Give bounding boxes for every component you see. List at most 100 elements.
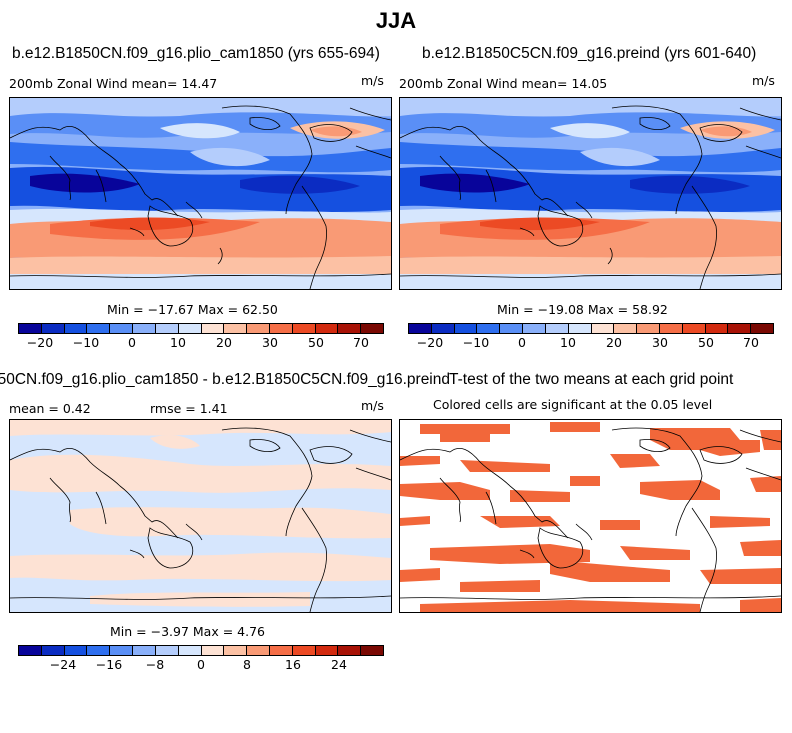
cbar2-tick: −10	[462, 335, 490, 350]
panel1-colorbar-ticks: −20 −10 0 10 20 30 50 70	[18, 335, 384, 351]
colorbar-swatch	[637, 324, 660, 333]
colorbar-swatch	[477, 324, 501, 333]
panel3-map	[9, 419, 392, 613]
panel2-map-field	[400, 98, 781, 289]
panel3-units: m/s	[361, 398, 384, 413]
colorbar-swatch	[19, 646, 42, 655]
colorbar-swatch	[292, 646, 316, 655]
colorbar-swatch	[110, 324, 134, 333]
panel3-stats: Min = −3.97 Max = 4.76	[110, 624, 265, 639]
panel3-map-field	[10, 420, 391, 612]
cbar1-tick: −20	[26, 335, 54, 350]
colorbar-swatch	[591, 324, 615, 333]
colorbar-swatch	[178, 324, 202, 333]
colorbar-swatch	[155, 324, 179, 333]
colorbar-swatch	[292, 324, 316, 333]
colorbar-swatch	[269, 646, 293, 655]
colorbar-swatch	[178, 646, 202, 655]
cbar3-tick: 24	[331, 657, 347, 672]
panel2-stats: Min = −19.08 Max = 58.92	[497, 302, 668, 317]
colorbar-swatch	[64, 646, 88, 655]
cbar1-tick: 30	[262, 335, 278, 350]
cbar3-tick: 8	[243, 657, 251, 672]
colorbar-swatch	[338, 646, 362, 655]
colorbar-swatch	[409, 324, 432, 333]
panel3-mean: mean = 0.42	[9, 401, 91, 416]
panel1-colorbar	[18, 323, 384, 334]
panel3-title: b.e12.B1850CN.f09_g16.plio_cam1850 - b.e…	[0, 371, 450, 388]
cbar3-tick: 16	[285, 657, 301, 672]
colorbar-swatch	[269, 324, 293, 333]
panel3-rmse: rmse = 1.41	[150, 401, 228, 416]
cbar1-tick: 0	[128, 335, 136, 350]
cbar1-tick: 10	[170, 335, 186, 350]
panel4-subtitle: Colored cells are significant at the 0.0…	[433, 397, 713, 412]
figure-title: JJA	[375, 8, 417, 33]
panel3-colorbar	[18, 645, 384, 656]
panel1-title: b.e12.B1850CN.f09_g16.plio_cam1850 (yrs …	[12, 45, 380, 62]
colorbar-swatch	[614, 324, 638, 333]
colorbar-swatch	[87, 646, 111, 655]
colorbar-swatch	[315, 646, 339, 655]
panel4-map	[399, 419, 782, 613]
panel1-map-field	[10, 98, 391, 289]
colorbar-swatch	[315, 324, 339, 333]
colorbar-swatch	[545, 324, 569, 333]
cbar3-tick: 0	[197, 657, 205, 672]
panel2-subtitle: 200mb Zonal Wind mean= 14.05	[399, 76, 608, 91]
colorbar-swatch	[224, 324, 248, 333]
cbar2-tick: 70	[743, 335, 759, 350]
panel2-map	[399, 97, 782, 290]
cbar2-tick: 20	[606, 335, 622, 350]
cbar1-tick: −10	[72, 335, 100, 350]
colorbar-swatch	[705, 324, 729, 333]
colorbar-swatch	[41, 324, 65, 333]
colorbar-swatch	[361, 646, 383, 655]
cbar2-tick: 0	[518, 335, 526, 350]
colorbar-swatch	[568, 324, 592, 333]
colorbar-swatch	[728, 324, 752, 333]
panel1-units: m/s	[361, 73, 384, 88]
panel1-subtitle: 200mb Zonal Wind mean= 14.47	[9, 76, 218, 91]
colorbar-swatch	[247, 646, 270, 655]
colorbar-swatch	[201, 646, 225, 655]
colorbar-swatch	[659, 324, 683, 333]
panel1-map	[9, 97, 392, 290]
colorbar-swatch	[338, 324, 362, 333]
panel2-colorbar	[408, 323, 774, 334]
colorbar-swatch	[224, 646, 248, 655]
colorbar-swatch	[431, 324, 455, 333]
panel3-colorbar-ticks: −24 −16 −8 0 8 16 24	[18, 657, 384, 673]
panel2-units: m/s	[752, 73, 775, 88]
colorbar-swatch	[361, 324, 383, 333]
colorbar-swatch	[87, 324, 111, 333]
colorbar-swatch	[110, 646, 134, 655]
cbar1-tick: 20	[216, 335, 232, 350]
colorbar-swatch	[247, 324, 270, 333]
cbar2-tick: 10	[560, 335, 576, 350]
colorbar-swatch	[751, 324, 773, 333]
panel2-title: b.e12.B1850C5CN.f09_g16.preind (yrs 601-…	[422, 45, 757, 62]
panel1-stats: Min = −17.67 Max = 62.50	[107, 302, 278, 317]
cbar2-tick: 50	[698, 335, 714, 350]
colorbar-swatch	[500, 324, 524, 333]
cbar2-tick: 30	[652, 335, 668, 350]
cbar3-tick: −16	[95, 657, 123, 672]
colorbar-swatch	[454, 324, 478, 333]
cbar3-tick: −8	[145, 657, 165, 672]
colorbar-swatch	[133, 646, 156, 655]
colorbar-swatch	[682, 324, 706, 333]
colorbar-swatch	[41, 646, 65, 655]
cbar1-tick: 50	[308, 335, 324, 350]
colorbar-swatch	[155, 646, 179, 655]
cbar3-tick: −24	[49, 657, 77, 672]
colorbar-swatch	[201, 324, 225, 333]
panel2-colorbar-ticks: −20 −10 0 10 20 30 50 70	[408, 335, 774, 351]
panel4-title: T-test of the two means at each grid poi…	[449, 371, 734, 388]
colorbar-swatch	[133, 324, 156, 333]
colorbar-swatch	[523, 324, 546, 333]
cbar1-tick: 70	[353, 335, 369, 350]
colorbar-swatch	[19, 324, 42, 333]
cbar2-tick: −20	[416, 335, 444, 350]
colorbar-swatch	[64, 324, 88, 333]
